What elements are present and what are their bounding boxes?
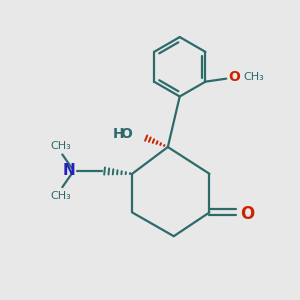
Text: H: H xyxy=(112,127,124,141)
Text: CH₃: CH₃ xyxy=(50,141,71,151)
Text: CH₃: CH₃ xyxy=(244,72,264,82)
Text: N: N xyxy=(63,163,76,178)
Text: O: O xyxy=(228,70,240,84)
Text: O: O xyxy=(120,127,132,141)
Text: CH₃: CH₃ xyxy=(50,191,71,201)
Text: O: O xyxy=(240,205,254,223)
